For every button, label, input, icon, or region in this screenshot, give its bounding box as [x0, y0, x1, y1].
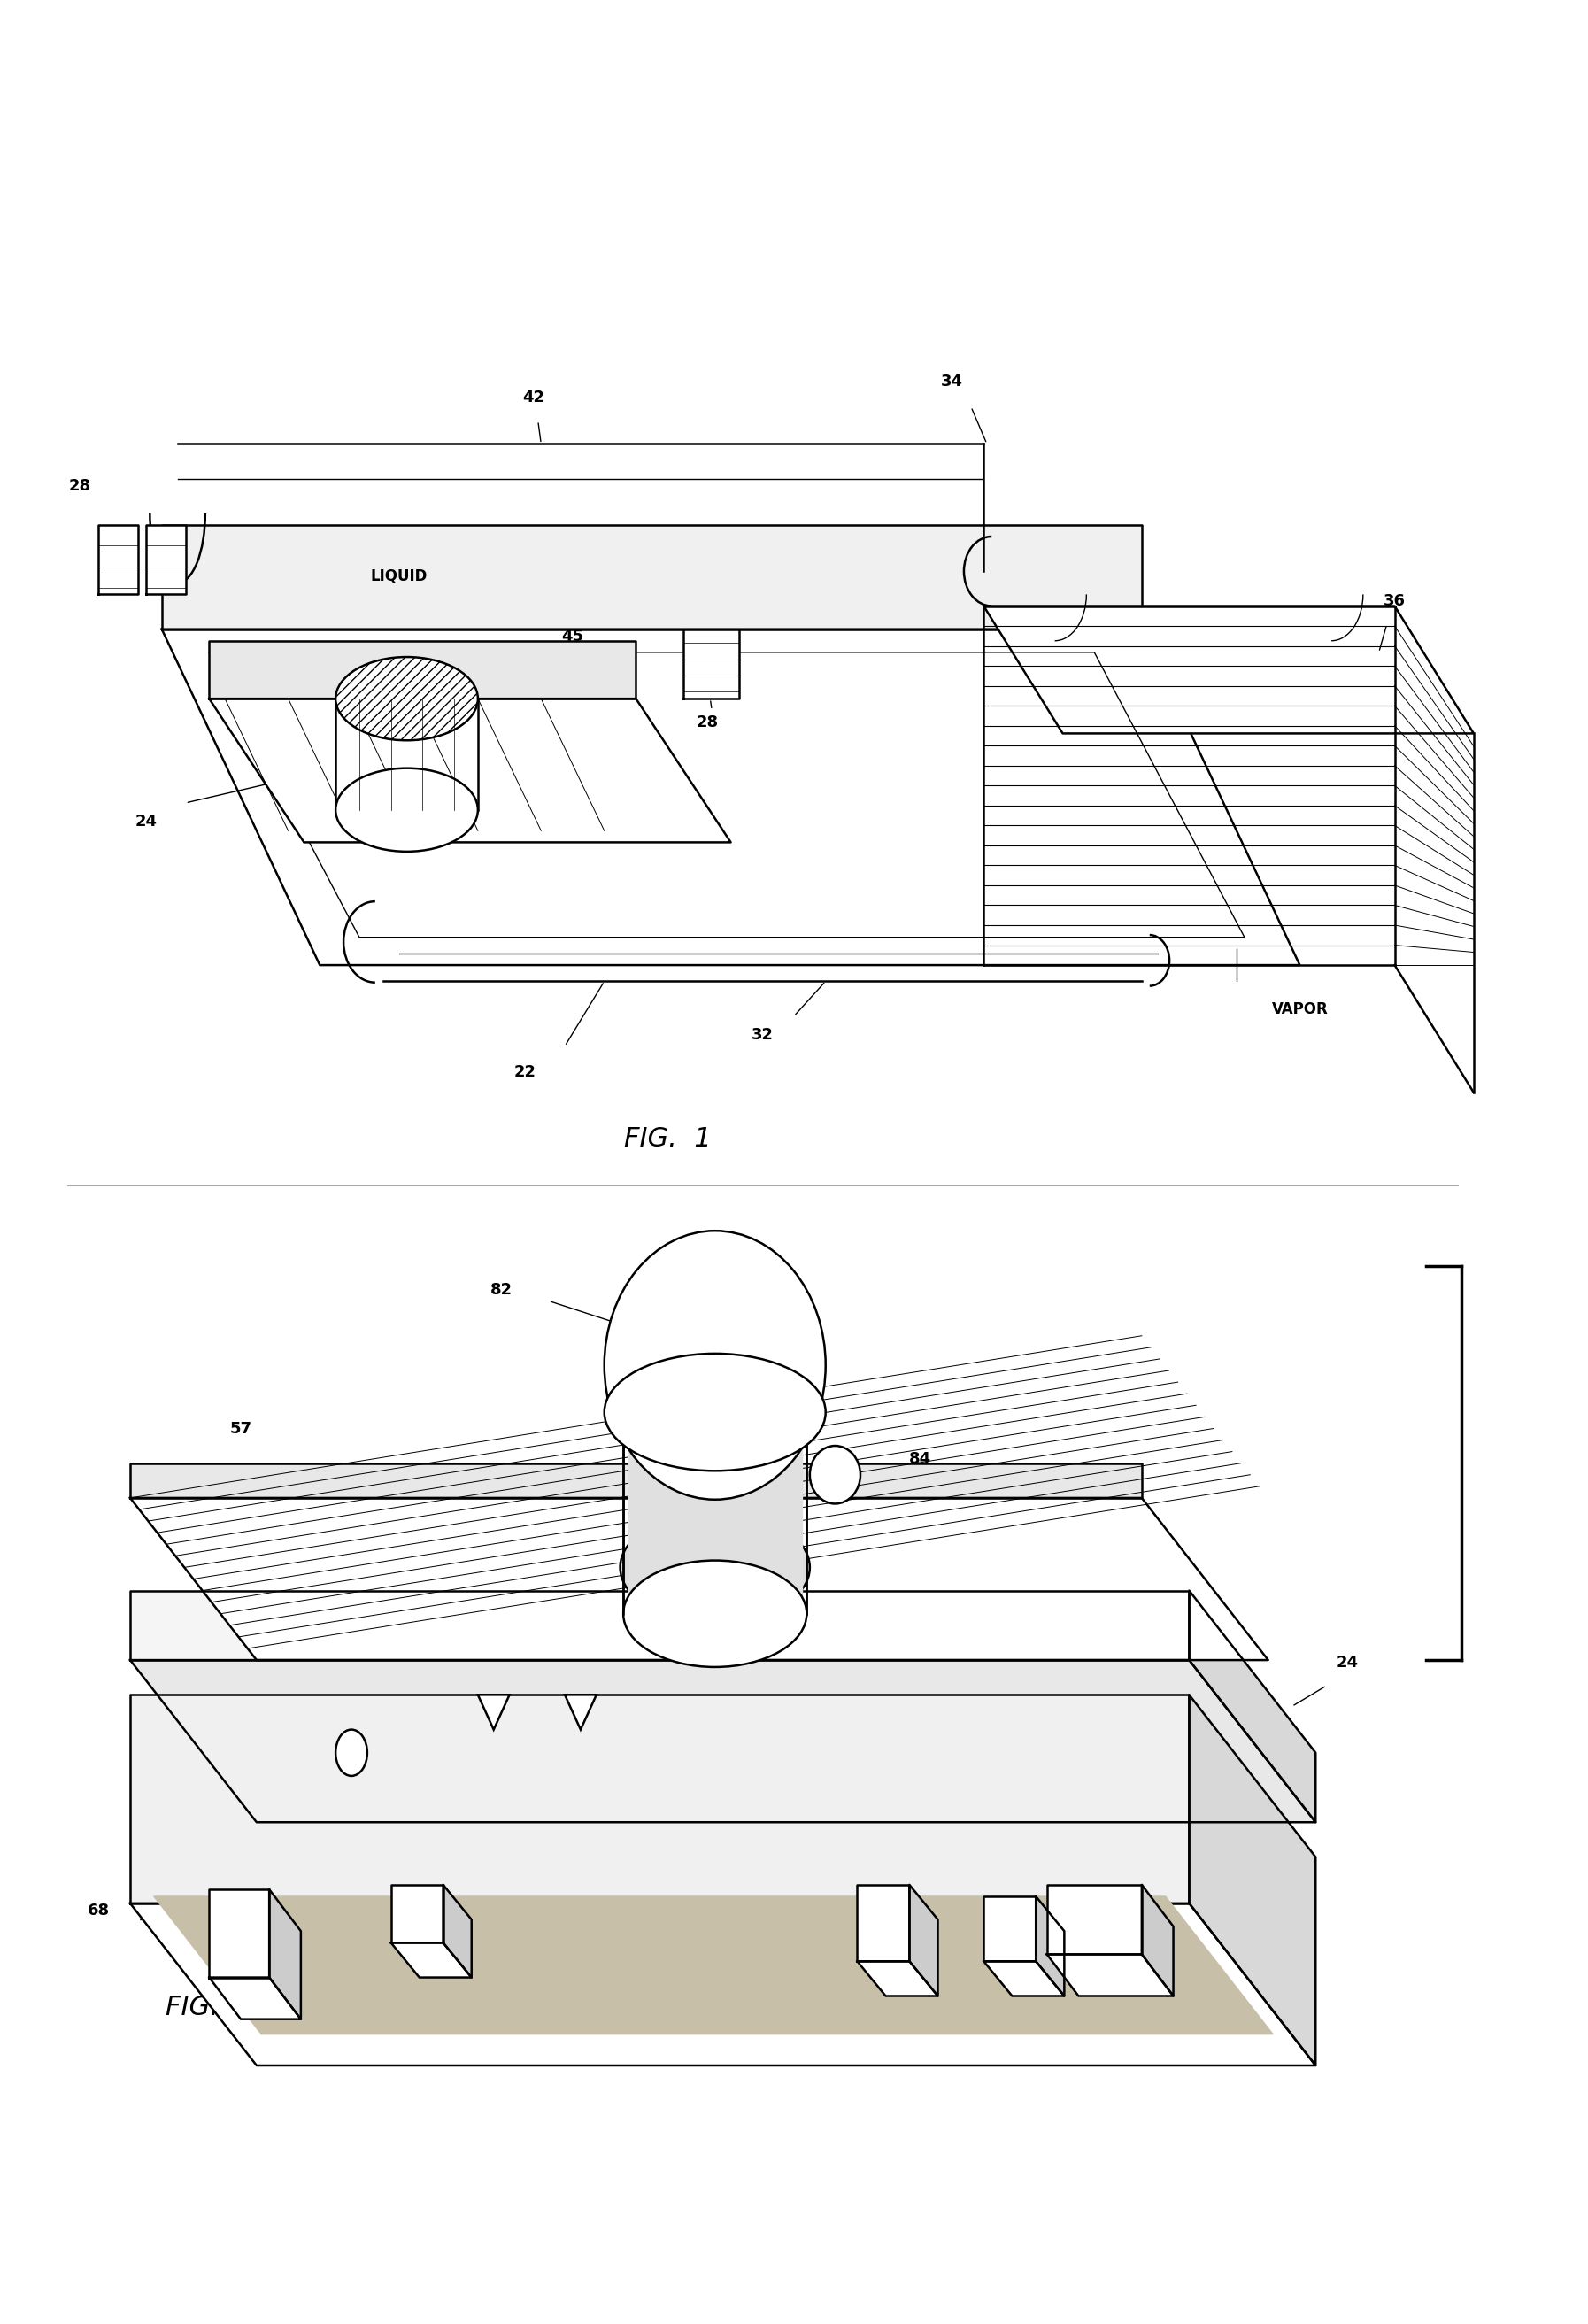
Text: 36: 36 — [1383, 593, 1405, 609]
Polygon shape — [130, 1659, 1315, 1822]
Text: 24: 24 — [1336, 1655, 1358, 1671]
Polygon shape — [910, 1885, 939, 1996]
Text: 34: 34 — [942, 374, 964, 390]
Polygon shape — [130, 1464, 1142, 1499]
Ellipse shape — [635, 1527, 794, 1608]
Ellipse shape — [810, 1446, 861, 1504]
Text: 42: 42 — [522, 390, 545, 407]
Text: 66: 66 — [1162, 1857, 1185, 1873]
Polygon shape — [1142, 1885, 1174, 1996]
Polygon shape — [983, 607, 1474, 734]
Text: FIG.  2: FIG. 2 — [165, 1994, 252, 2020]
Polygon shape — [858, 1885, 910, 1961]
Polygon shape — [98, 525, 138, 595]
Ellipse shape — [605, 1232, 826, 1499]
Text: 57: 57 — [230, 1420, 252, 1436]
Polygon shape — [154, 1896, 1274, 2034]
Ellipse shape — [335, 769, 478, 851]
Text: 68: 68 — [87, 1903, 110, 1917]
Ellipse shape — [624, 1364, 807, 1471]
Polygon shape — [210, 1978, 300, 2020]
Text: 28: 28 — [68, 479, 91, 493]
Text: 32: 32 — [751, 1027, 773, 1043]
Text: 82: 82 — [491, 1281, 513, 1297]
Text: 28: 28 — [696, 713, 718, 730]
Polygon shape — [1046, 1954, 1174, 1996]
Polygon shape — [130, 1590, 1189, 1659]
Polygon shape — [130, 1903, 1315, 2066]
Polygon shape — [683, 630, 738, 700]
Polygon shape — [1046, 1885, 1142, 1954]
Polygon shape — [391, 1943, 472, 1978]
Text: 55: 55 — [594, 1578, 616, 1594]
Ellipse shape — [605, 1353, 826, 1471]
Polygon shape — [627, 1418, 802, 1613]
Circle shape — [335, 1729, 367, 1776]
Text: 24: 24 — [135, 813, 157, 830]
Text: 74: 74 — [886, 1631, 908, 1648]
Polygon shape — [162, 525, 1142, 630]
Polygon shape — [983, 1961, 1064, 1996]
Polygon shape — [443, 1885, 472, 1978]
Text: VAPOR: VAPOR — [1272, 1002, 1328, 1018]
Text: 55: 55 — [151, 1834, 173, 1850]
Text: 78: 78 — [586, 1613, 608, 1629]
Polygon shape — [1189, 1590, 1315, 1822]
Polygon shape — [210, 641, 635, 700]
Ellipse shape — [335, 658, 478, 741]
Polygon shape — [478, 1694, 510, 1729]
Polygon shape — [270, 1889, 300, 2020]
Text: 60: 60 — [292, 1717, 314, 1734]
Text: 45: 45 — [562, 627, 584, 644]
Polygon shape — [858, 1961, 939, 1996]
Text: FIG.  1: FIG. 1 — [624, 1127, 711, 1153]
Text: 84: 84 — [910, 1450, 932, 1466]
Polygon shape — [391, 1885, 443, 1943]
Text: 22: 22 — [515, 1064, 537, 1081]
Polygon shape — [210, 1889, 270, 1978]
Polygon shape — [1035, 1896, 1064, 1996]
Ellipse shape — [621, 1513, 810, 1622]
Text: LIQUID: LIQUID — [370, 567, 427, 583]
Ellipse shape — [624, 1559, 807, 1666]
Polygon shape — [210, 700, 730, 841]
Polygon shape — [162, 630, 1301, 964]
Polygon shape — [1189, 1694, 1315, 2066]
Text: 62: 62 — [443, 1624, 465, 1641]
Text: 72: 72 — [942, 1525, 964, 1541]
Polygon shape — [130, 1499, 1269, 1659]
Text: 52: 52 — [648, 1543, 670, 1559]
Text: 54: 54 — [1226, 1722, 1248, 1738]
Polygon shape — [130, 1694, 1189, 1903]
Polygon shape — [565, 1694, 597, 1729]
Polygon shape — [983, 1896, 1035, 1961]
Polygon shape — [146, 525, 186, 595]
